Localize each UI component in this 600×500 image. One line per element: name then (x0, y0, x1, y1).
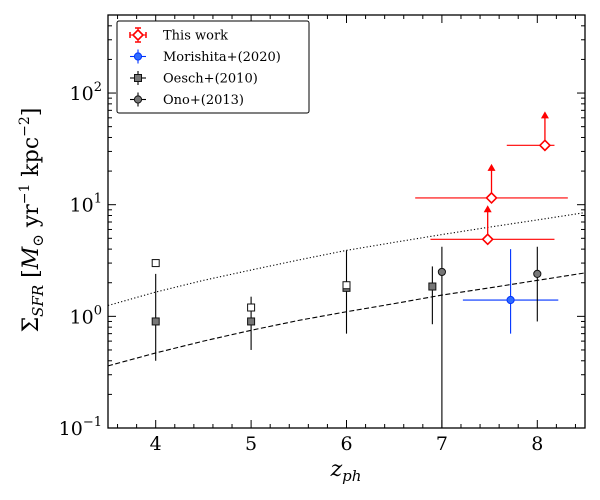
y-tick-label: 101 (70, 192, 102, 217)
error-bars (155, 117, 568, 428)
dotted-curve (108, 212, 585, 307)
x-tick-label: 7 (436, 433, 448, 455)
legend-marker (133, 52, 143, 61)
lower-limit-arrow (483, 205, 492, 213)
data-point (533, 269, 542, 278)
legend-label: Morishita+(2020) (163, 50, 281, 65)
data-point (151, 317, 160, 326)
legend-label: Ono+(2013) (163, 93, 244, 108)
axis-ticks (108, 14, 585, 429)
legend-box (116, 20, 310, 114)
data-point (342, 281, 351, 290)
data-point (485, 191, 498, 205)
data-point (538, 139, 552, 152)
data-point (506, 295, 515, 305)
legend-marker (131, 28, 145, 42)
legend-label: This work (163, 29, 228, 44)
lower-limit-arrow (540, 111, 549, 119)
tick-labels: 4 5 6 7 8 10−1 100 101 102 (59, 80, 544, 455)
x-tick-label: 4 (150, 433, 162, 455)
data-point (437, 267, 446, 277)
x-axis-label: zph (330, 457, 362, 485)
data-point (428, 282, 437, 291)
legend-marker (133, 95, 143, 104)
y-tick-label: 100 (70, 303, 102, 328)
legend-marker (134, 74, 142, 82)
legend: This work Morishita+(2020) Oesch+(2010) Ono… (116, 20, 310, 114)
legend-label: Oesch+(2010) (163, 72, 258, 87)
x-tick-label: 5 (245, 433, 257, 455)
x-tick-label: 8 (531, 433, 543, 455)
data-markers (151, 111, 552, 326)
lower-limit-arrow (487, 163, 496, 171)
y-tick-label: 102 (70, 80, 102, 105)
y-axis-label: ΣSFR [M⊙ yr−1 kpc−2] (17, 108, 47, 333)
data-point (247, 303, 256, 312)
x-tick-label: 6 (340, 433, 352, 455)
y-tick-label: 10−1 (59, 415, 102, 440)
data-point (151, 259, 160, 268)
data-point (247, 317, 256, 326)
data-point (481, 233, 494, 246)
